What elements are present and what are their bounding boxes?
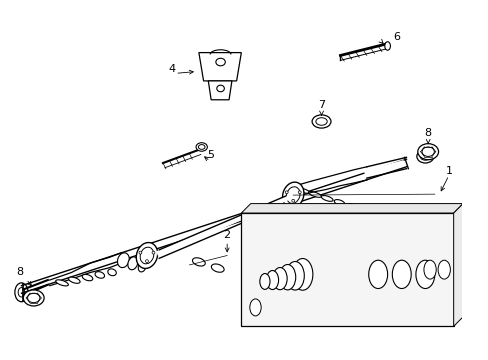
Ellipse shape [416,150,433,163]
Ellipse shape [285,261,304,290]
Text: 7: 7 [317,99,325,109]
Ellipse shape [415,260,434,288]
Ellipse shape [211,264,224,272]
Text: 4: 4 [168,64,176,74]
Text: 8: 8 [16,267,23,278]
Ellipse shape [384,42,389,50]
Polygon shape [241,204,462,213]
Ellipse shape [417,144,438,160]
Ellipse shape [334,199,344,205]
Ellipse shape [346,204,356,210]
Ellipse shape [298,191,301,194]
Ellipse shape [266,270,278,289]
Ellipse shape [152,251,155,254]
Ellipse shape [368,260,387,288]
Text: 2: 2 [223,230,230,240]
Ellipse shape [68,277,80,283]
Ellipse shape [292,258,312,290]
Ellipse shape [56,280,68,286]
Ellipse shape [136,243,157,269]
Ellipse shape [82,274,93,281]
Ellipse shape [282,182,304,208]
Ellipse shape [391,260,410,288]
Ellipse shape [117,253,129,267]
Ellipse shape [145,260,148,262]
Ellipse shape [95,272,104,278]
Text: 3: 3 [487,203,488,213]
Ellipse shape [295,188,309,193]
Ellipse shape [285,191,287,194]
Polygon shape [453,204,462,326]
Text: 1: 1 [445,166,451,176]
Ellipse shape [279,265,295,290]
Ellipse shape [216,85,224,92]
Ellipse shape [249,299,261,316]
Ellipse shape [423,260,435,279]
Ellipse shape [139,251,142,254]
Ellipse shape [291,199,294,202]
Polygon shape [208,81,231,100]
Ellipse shape [259,274,269,289]
Ellipse shape [196,143,207,151]
Text: 6: 6 [393,32,400,41]
Ellipse shape [437,260,449,279]
Ellipse shape [308,192,321,197]
Polygon shape [199,53,241,81]
Ellipse shape [107,269,116,276]
Ellipse shape [138,261,146,272]
Ellipse shape [272,267,286,290]
Ellipse shape [215,58,225,66]
Ellipse shape [311,115,330,128]
Bar [241,213,453,326]
Ellipse shape [321,195,332,201]
Text: 8: 8 [424,128,431,138]
Ellipse shape [23,290,44,306]
Ellipse shape [128,257,138,270]
Ellipse shape [192,258,205,266]
Text: 5: 5 [206,149,213,159]
